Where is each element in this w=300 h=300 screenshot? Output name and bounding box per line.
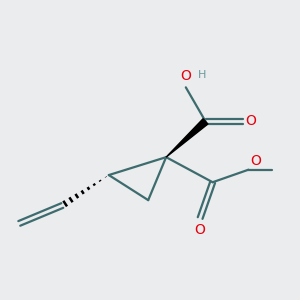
Text: O: O	[180, 69, 191, 83]
Text: O: O	[245, 114, 256, 128]
Text: O: O	[195, 224, 206, 237]
Polygon shape	[166, 119, 208, 157]
Text: O: O	[250, 154, 261, 168]
Text: H: H	[198, 70, 207, 80]
